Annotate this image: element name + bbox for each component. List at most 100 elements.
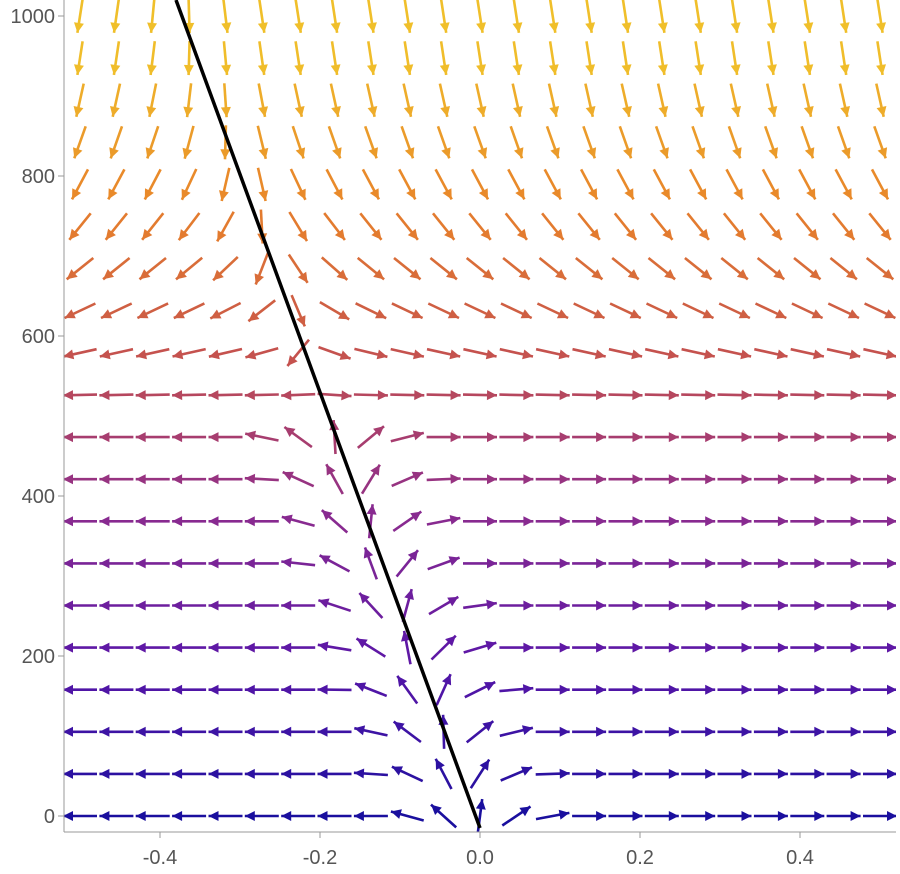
vector-arrow-head [738, 309, 750, 319]
vector-arrow-head [839, 64, 850, 75]
vector-arrow-head [806, 188, 816, 200]
vector-arrow-head [176, 269, 187, 280]
vector-arrow-head [814, 768, 825, 779]
vector-arrow-head [632, 390, 643, 401]
vector-arrow-head [450, 390, 461, 401]
vector-arrow-head [767, 106, 778, 117]
vector-arrow-head [64, 474, 73, 485]
vector-arrow-head [627, 269, 639, 280]
vector-arrow-head [804, 147, 815, 159]
vector-arrow-head [353, 768, 365, 779]
vector-arrow-head [476, 64, 486, 75]
vector-arrow-head [366, 504, 377, 515]
vector-arrow-head [294, 22, 305, 33]
vector-arrow-head [555, 269, 566, 280]
vector-arrow-head [596, 558, 607, 569]
vector-arrow-head [849, 349, 861, 360]
vector-arrow-head [208, 349, 220, 360]
vector-arrow-head [99, 684, 110, 695]
vector-arrow-head [136, 349, 147, 360]
vector-arrow-head [317, 811, 328, 821]
vector-arrow-head [516, 228, 527, 240]
vector-arrow-head [447, 309, 459, 319]
vector-arrow-head [245, 349, 257, 360]
vector-arrow-head [705, 390, 716, 401]
vector-arrow-head [367, 22, 377, 33]
vector-arrow-head [876, 64, 886, 75]
vector-arrow-head [882, 269, 894, 280]
vector-arrow-head [439, 22, 450, 33]
vector-arrow-head [99, 558, 110, 569]
x-tick-label: -0.4 [143, 847, 177, 869]
vector-arrow-head [622, 106, 632, 117]
vector-arrow-head [99, 811, 110, 821]
vector-arrow-head [244, 600, 255, 611]
vector-arrow-head [667, 349, 679, 360]
vector-arrow-head [135, 811, 146, 821]
vector-arrow-head [523, 558, 534, 569]
vector-arrow-head [596, 768, 607, 779]
vector-arrow-head [814, 684, 825, 695]
vector-arrow-head [624, 188, 634, 200]
vector-arrow-head [878, 188, 888, 200]
vector-arrow-head [741, 390, 752, 401]
vector-arrow-head [221, 22, 232, 33]
vector-arrow-head [208, 474, 219, 485]
vector-arrow-head [668, 684, 679, 695]
vector-arrow-head [135, 684, 146, 695]
vector-arrow-head [523, 600, 534, 611]
vector-arrow-head [482, 721, 494, 732]
vector-arrow-head [244, 642, 255, 653]
vector-arrow-head [110, 106, 120, 117]
vector-arrow-head [147, 22, 157, 33]
vector-arrow-head [172, 600, 183, 611]
vector-arrow-head [356, 638, 368, 649]
vector-arrow-head [297, 229, 307, 242]
vector-arrow-head [548, 64, 559, 75]
vector-arrow-head [101, 309, 113, 319]
vector-arrow-head [317, 726, 328, 737]
vector-arrow-head [697, 188, 707, 200]
vector-arrow-head [559, 684, 570, 695]
vector-arrow-head [221, 64, 232, 75]
vector-arrow-head [477, 147, 488, 159]
vector-arrow-head [522, 349, 533, 360]
vector-arrow-head [407, 228, 418, 240]
vector-arrow-head [244, 558, 255, 569]
vector-arrow-head [694, 64, 705, 75]
vector-arrow-head [559, 432, 570, 443]
vector-arrow-head [444, 228, 455, 240]
vector-arrow-head [412, 430, 424, 441]
vector-arrow-head [522, 684, 534, 695]
vector-arrow-head [487, 558, 497, 569]
vector-arrow-head [244, 684, 255, 695]
vector-arrow-head [553, 228, 564, 240]
vector-arrow-head [814, 558, 825, 569]
vector-arrow-head [664, 269, 676, 280]
vector-arrow-head [741, 642, 752, 653]
vector-arrow-head [777, 390, 788, 401]
vector-arrow-head [668, 600, 679, 611]
vector-arrow-head [850, 558, 861, 569]
vector-arrow-head [741, 768, 752, 779]
vector-arrow-head [172, 558, 183, 569]
vector-arrow-head [99, 726, 110, 737]
vector-arrow-head [208, 768, 219, 779]
vector-arrow-head [559, 600, 570, 611]
vector-arrow-head [208, 600, 219, 611]
vector-arrow-head [700, 269, 712, 280]
vector-arrow-head [741, 726, 752, 737]
vector-arrow-head [887, 516, 896, 527]
vector-arrow-head [803, 22, 814, 33]
vector-arrow-head [559, 390, 570, 401]
vector-arrow-head [585, 106, 596, 117]
vector-arrow-head [887, 600, 896, 611]
vector-arrow-head [767, 22, 777, 33]
vector-arrow-head [885, 349, 896, 360]
vector-arrow-head [666, 309, 678, 319]
vector-arrow-head [480, 228, 491, 240]
vector-arrow-head [414, 390, 425, 401]
vector-arrow-head [850, 432, 861, 443]
vector-arrow-head [281, 768, 292, 779]
vector-arrow-head [219, 190, 229, 201]
